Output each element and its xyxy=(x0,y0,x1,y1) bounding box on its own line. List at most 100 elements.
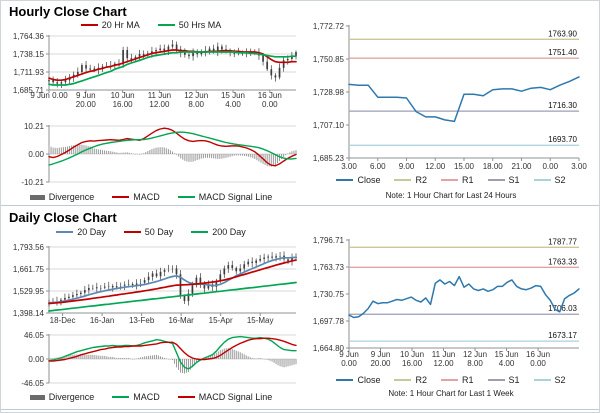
legend-item-20day: 20 Day xyxy=(56,227,106,237)
ma50day-line-swatch xyxy=(123,231,141,233)
svg-text:16.00: 16.00 xyxy=(113,100,134,109)
lastweek-note: Note: 1 Hour Chart for Last 1 Week xyxy=(388,389,514,398)
svg-text:12 Jun: 12 Jun xyxy=(463,350,487,359)
svg-text:9 Jun 0.00: 9 Jun 0.00 xyxy=(30,91,68,100)
daily-macd-chart: 46.05 0.00 -46.05 xyxy=(3,330,299,395)
svg-text:1,772.72: 1,772.72 xyxy=(313,22,345,31)
svg-text:11 Jun: 11 Jun xyxy=(148,91,171,100)
svg-text:15-May: 15-May xyxy=(247,316,274,325)
legend-label: 20 Hr MA xyxy=(101,20,140,30)
svg-text:20.00: 20.00 xyxy=(76,100,97,109)
svg-text:1,697.78: 1,697.78 xyxy=(313,317,345,326)
svg-text:1763.90: 1763.90 xyxy=(548,29,577,38)
legend-label: R2 xyxy=(415,375,427,385)
legend-item-20hr-ma: 20 Hr MA xyxy=(80,20,140,30)
lastweek-price-chart: 1,796.71 1,763.73 1,730.75 1,697.78 1,664.80… xyxy=(303,230,599,375)
svg-text:0.00: 0.00 xyxy=(542,162,558,171)
svg-text:1,685.71: 1,685.71 xyxy=(13,86,45,95)
svg-text:0.00: 0.00 xyxy=(28,150,44,159)
legend-item-50day: 50 Day xyxy=(123,227,173,237)
svg-text:21.00: 21.00 xyxy=(511,162,532,171)
svg-text:18.00: 18.00 xyxy=(483,162,504,171)
legend-item-s1: S1 xyxy=(487,175,520,185)
svg-text:1,661.75: 1,661.75 xyxy=(13,265,45,274)
svg-text:1,750.85: 1,750.85 xyxy=(313,55,345,64)
svg-text:12.00: 12.00 xyxy=(434,359,455,368)
ma20hr-line-swatch xyxy=(80,24,98,26)
svg-text:8.00: 8.00 xyxy=(467,359,483,368)
hourly-macd-chart: 10.21 0.00 -10.21 xyxy=(3,118,299,195)
svg-text:10 Jun: 10 Jun xyxy=(111,91,135,100)
svg-text:4.00: 4.00 xyxy=(225,100,241,109)
svg-text:15-Apr: 15-Apr xyxy=(209,316,233,325)
svg-text:16 Jun: 16 Jun xyxy=(258,91,282,100)
legend-item-s2: S2 xyxy=(533,175,566,185)
legend-item-close: Close xyxy=(336,175,380,185)
svg-text:1,664.80: 1,664.80 xyxy=(313,344,345,353)
bottom-divider xyxy=(1,409,599,410)
close-line-swatch xyxy=(336,379,354,381)
svg-text:12.00: 12.00 xyxy=(425,162,446,171)
legend-label: S1 xyxy=(508,175,520,185)
divergence-bar-swatch xyxy=(29,194,45,200)
legend-label: S2 xyxy=(554,175,566,185)
last24h-price-chart: 1,772.72 1,750.85 1,728.98 1,707.10 1,685.23… xyxy=(303,14,599,179)
legend-label: S1 xyxy=(508,375,520,385)
legend-label: 200 Day xyxy=(212,227,246,237)
svg-text:-10.21: -10.21 xyxy=(21,178,44,187)
svg-text:11 Jun: 11 Jun xyxy=(432,350,455,359)
ma50hr-line-swatch xyxy=(157,24,175,26)
s2-line-swatch xyxy=(533,179,551,181)
svg-text:3.00: 3.00 xyxy=(341,162,357,171)
svg-text:1,764.36: 1,764.36 xyxy=(13,32,45,41)
daily-ma-legend: 20 Day 50 Day 200 Day xyxy=(3,227,299,237)
svg-text:1763.33: 1763.33 xyxy=(548,257,577,266)
legend-label: R1 xyxy=(461,375,474,385)
last24h-legend: Close R2 R1 S1 S2 xyxy=(303,175,599,185)
svg-text:1,728.98: 1,728.98 xyxy=(313,88,345,97)
svg-text:1,529.95: 1,529.95 xyxy=(13,287,45,296)
svg-text:9 Jun: 9 Jun xyxy=(76,91,96,100)
macd-signal-line-swatch xyxy=(177,196,195,198)
hourly-ma-legend: 20 Hr MA 50 Hrs MA xyxy=(3,20,299,30)
s1-line-swatch xyxy=(487,179,505,181)
svg-text:0.00: 0.00 xyxy=(341,359,357,368)
r2-line-swatch xyxy=(394,179,412,181)
legend-item-200day: 200 Day xyxy=(191,227,246,237)
svg-text:0.00: 0.00 xyxy=(262,100,278,109)
daily-price-chart: 1,793.56 1,661.75 1,529.95 1,398.14 18-Dec 16… xyxy=(3,239,299,336)
legend-label: Close xyxy=(357,375,381,385)
legend-label: S2 xyxy=(554,375,566,385)
legend-item-s1: S1 xyxy=(487,375,520,385)
legend-item-divergence: Divergence xyxy=(29,392,94,402)
legend-label: MACD Signal Line xyxy=(198,392,273,402)
svg-text:9.00: 9.00 xyxy=(399,162,415,171)
legend-item-50hr-ma: 50 Hrs MA xyxy=(157,20,221,30)
close-line-swatch xyxy=(336,179,354,181)
svg-text:20.00: 20.00 xyxy=(370,359,391,368)
ma20day-line-swatch xyxy=(56,231,74,233)
svg-text:1706.03: 1706.03 xyxy=(548,304,577,313)
macd-signal-line-swatch xyxy=(177,396,195,398)
svg-text:1,707.10: 1,707.10 xyxy=(313,121,345,130)
svg-text:1,796.71: 1,796.71 xyxy=(313,236,345,245)
legend-item-macd-signal: MACD Signal Line xyxy=(177,392,273,402)
ma200day-line-swatch xyxy=(191,231,209,233)
svg-text:3.00: 3.00 xyxy=(571,162,587,171)
svg-text:9 Jun: 9 Jun xyxy=(371,350,391,359)
macd-line-swatch xyxy=(112,196,130,198)
hourly-price-chart: 1,764.36 1,738.15 1,711.93 1,685.71 9 Jun 0.… xyxy=(3,32,299,121)
divergence-bar-swatch xyxy=(29,394,45,400)
legend-item-close: Close xyxy=(336,375,380,385)
svg-text:1,730.75: 1,730.75 xyxy=(313,290,345,299)
svg-text:-46.05: -46.05 xyxy=(21,379,44,388)
legend-label: R1 xyxy=(461,175,474,185)
legend-item-macd: MACD xyxy=(112,192,160,202)
legend-label: MACD xyxy=(133,192,160,202)
svg-text:9 Jun: 9 Jun xyxy=(339,350,359,359)
svg-text:1,398.14: 1,398.14 xyxy=(13,309,45,318)
svg-text:4.00: 4.00 xyxy=(499,359,515,368)
legend-label: Divergence xyxy=(48,192,95,202)
s2-line-swatch xyxy=(533,379,551,381)
s1-line-swatch xyxy=(487,379,505,381)
